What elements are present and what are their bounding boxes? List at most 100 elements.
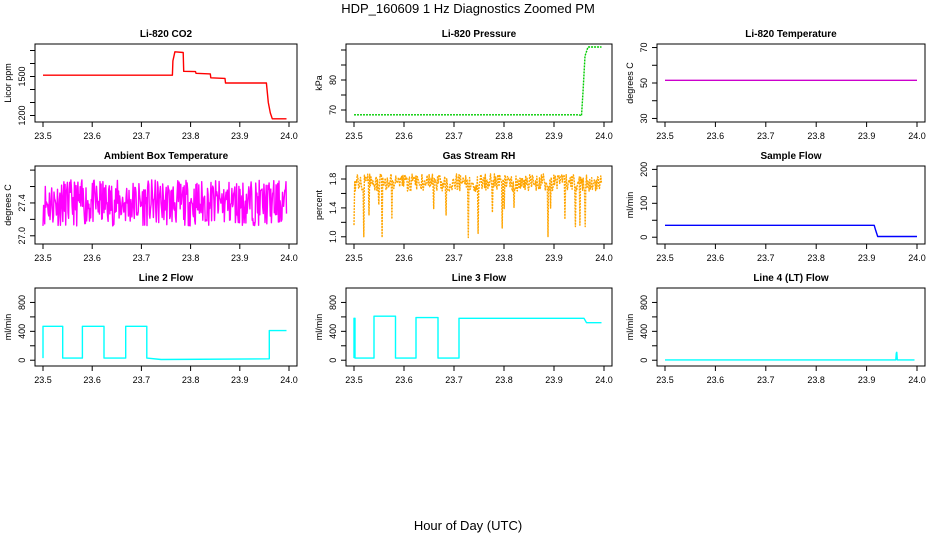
- x-tick-label: 23.7: [445, 375, 463, 385]
- x-tick-label: 23.5: [345, 375, 363, 385]
- x-tick-label: 23.8: [182, 375, 200, 385]
- x-tick-label: 23.9: [231, 253, 249, 263]
- panel-title: Line 2 Flow: [139, 273, 194, 284]
- series-line: [353, 315, 602, 359]
- x-tick-label: 23.8: [495, 375, 513, 385]
- panel-5: Gas Stream RH 23.5 23.6 23.7 23.8 23.9 24.0 1.0…: [314, 151, 613, 263]
- x-tick-label: 23.9: [231, 375, 249, 385]
- panel-title: Li-820 Temperature: [745, 29, 837, 40]
- x-tick-label: 24.0: [908, 131, 926, 141]
- x-tick-label: 23.8: [182, 253, 200, 263]
- y-tick-label: 200: [639, 162, 649, 177]
- y-tick-label: 0: [328, 358, 338, 363]
- x-tick-label: 23.8: [807, 375, 825, 385]
- x-tick-label: 24.0: [280, 131, 298, 141]
- x-tick-label: 23.5: [34, 253, 52, 263]
- x-tick-label: 23.7: [757, 375, 775, 385]
- x-tick-label: 23.8: [495, 131, 513, 141]
- y-tick-label: 0: [639, 235, 649, 240]
- x-tick-label: 24.0: [595, 253, 613, 263]
- y-axis-label: ml/min: [625, 314, 635, 341]
- series-line: [354, 46, 602, 117]
- x-tick-label: 23.9: [858, 375, 876, 385]
- x-tick-label: 23.5: [656, 375, 674, 385]
- y-tick-label: 1500: [17, 66, 27, 86]
- y-tick-label: 27.0: [17, 227, 27, 245]
- plot-frame: [656, 165, 926, 245]
- panel-title: Line 4 (LT) Flow: [753, 273, 829, 284]
- panel-title: Sample Flow: [760, 151, 821, 162]
- plot-frame: [656, 287, 926, 367]
- y-tick-label: 30: [639, 113, 649, 123]
- x-tick-label: 23.7: [133, 131, 151, 141]
- y-axis-label: percent: [314, 189, 324, 220]
- panel-title: Gas Stream RH: [443, 151, 516, 162]
- x-tick-label: 23.9: [545, 131, 563, 141]
- plot-frame: [345, 43, 613, 123]
- x-tick-label: 23.8: [807, 253, 825, 263]
- x-tick-label: 24.0: [908, 253, 926, 263]
- x-tick-label: 24.0: [595, 131, 613, 141]
- plot-frame: [656, 43, 926, 123]
- panel-2: Li-820 Pressure 23.5 23.6 23.7 23.8 23.9 24.0 7…: [314, 29, 613, 141]
- y-tick-label: 800: [17, 295, 27, 310]
- x-tick-label: 23.6: [83, 375, 101, 385]
- panel-title: Li-820 CO2: [140, 29, 193, 40]
- panel-6: Sample Flow 23.5 23.6 23.7 23.8 23.9 24.0 0 100 2…: [625, 151, 926, 263]
- y-tick-label: 800: [328, 295, 338, 310]
- x-tick-label: 23.6: [395, 131, 413, 141]
- y-tick-label: 100: [639, 196, 649, 211]
- x-axis-label: Hour of Day (UTC): [413, 518, 523, 533]
- panel-8: Line 3 Flow 23.5 23.6 23.7 23.8 23.9 24.0 0 400 8…: [314, 273, 613, 385]
- x-tick-label: 23.7: [757, 131, 775, 141]
- x-tick-label: 23.6: [395, 375, 413, 385]
- x-tick-label: 23.8: [807, 131, 825, 141]
- y-tick-label: 1.8: [328, 173, 338, 186]
- x-tick-label: 23.7: [133, 253, 151, 263]
- y-tick-label: 27.4: [17, 194, 27, 212]
- y-tick-label: 1.0: [328, 231, 338, 244]
- x-tick-label: 23.9: [545, 253, 563, 263]
- y-axis-label: degrees C: [3, 184, 13, 226]
- y-tick-label: 1200: [17, 105, 27, 125]
- plot-frame: [34, 43, 298, 123]
- x-tick-label: 23.6: [707, 375, 725, 385]
- x-tick-label: 23.9: [545, 375, 563, 385]
- series-line: [353, 173, 603, 239]
- x-tick-label: 23.6: [395, 253, 413, 263]
- x-tick-label: 24.0: [280, 375, 298, 385]
- panel-9: Line 4 (LT) Flow 23.5 23.6 23.7 23.8 23.9 24.0…: [625, 273, 926, 385]
- series-line: [665, 224, 917, 238]
- x-tick-label: 23.5: [345, 253, 363, 263]
- x-tick-label: 23.5: [34, 375, 52, 385]
- y-tick-label: 800: [639, 295, 649, 310]
- x-tick-label: 23.7: [757, 253, 775, 263]
- y-axis-label: degrees C: [625, 62, 635, 104]
- x-tick-label: 24.0: [280, 253, 298, 263]
- plot-frame: [345, 165, 613, 245]
- y-axis-label: ml/min: [3, 314, 13, 341]
- panel-1: Li-820 CO2 23.5 23.6 23.7 23.8 23.9 24.0 1200 15…: [3, 29, 298, 141]
- y-tick-label: 400: [639, 324, 649, 339]
- x-tick-label: 23.5: [656, 253, 674, 263]
- x-tick-label: 23.7: [445, 131, 463, 141]
- x-tick-label: 23.5: [656, 131, 674, 141]
- y-tick-label: 1.4: [328, 202, 338, 215]
- y-tick-label: 80: [328, 75, 338, 85]
- y-tick-label: 50: [639, 78, 649, 88]
- panel-3: Li-820 Temperature 23.5 23.6 23.7 23.8 23.9 24…: [625, 29, 926, 141]
- x-tick-label: 23.5: [34, 131, 52, 141]
- x-tick-label: 23.7: [133, 375, 151, 385]
- x-tick-label: 23.7: [445, 253, 463, 263]
- y-axis-label: Licor ppm: [3, 63, 13, 103]
- x-tick-label: 23.6: [83, 253, 101, 263]
- y-tick-label: 400: [328, 324, 338, 339]
- x-tick-label: 23.6: [83, 131, 101, 141]
- series-line: [42, 179, 288, 227]
- x-tick-label: 23.6: [707, 253, 725, 263]
- y-axis-label: kPa: [314, 75, 324, 91]
- x-tick-label: 24.0: [595, 375, 613, 385]
- y-axis-label: ml/min: [625, 192, 635, 219]
- x-tick-label: 23.9: [858, 131, 876, 141]
